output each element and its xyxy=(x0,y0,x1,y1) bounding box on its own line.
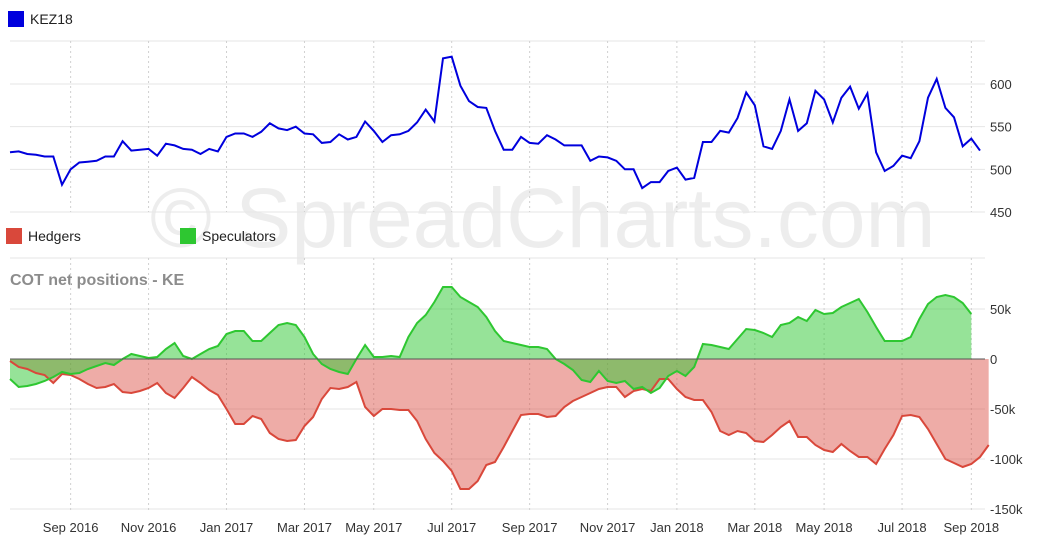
x-tick-label: Jul 2018 xyxy=(877,520,926,535)
x-tick-label: Sep 2017 xyxy=(502,520,558,535)
x-tick-label: Sep 2018 xyxy=(944,520,1000,535)
x-tick-label: Mar 2018 xyxy=(727,520,782,535)
x-tick-label: Jul 2017 xyxy=(427,520,476,535)
hedgers-area xyxy=(10,359,989,489)
price-y-tick-label: 500 xyxy=(990,162,1012,177)
x-tick-label: Sep 2016 xyxy=(43,520,99,535)
x-tick-label: Jan 2018 xyxy=(650,520,704,535)
cot-y-tick-label: 50k xyxy=(990,302,1011,317)
price-y-tick-label: 450 xyxy=(990,205,1012,220)
x-tick-label: Mar 2017 xyxy=(277,520,332,535)
x-tick-label: May 2018 xyxy=(796,520,853,535)
cot-y-tick-label: 0 xyxy=(990,352,997,367)
price-y-tick-label: 550 xyxy=(990,120,1012,135)
cot-y-tick-label: -50k xyxy=(990,402,1016,417)
x-tick-label: Jan 2017 xyxy=(200,520,254,535)
price-line xyxy=(10,57,980,188)
price-y-tick-label: 600 xyxy=(990,77,1012,92)
x-tick-label: May 2017 xyxy=(345,520,402,535)
cot-y-tick-label: -100k xyxy=(990,452,1023,467)
x-tick-label: Nov 2017 xyxy=(580,520,636,535)
cot-y-tick-label: -150k xyxy=(990,502,1023,517)
x-tick-label: Nov 2016 xyxy=(121,520,177,535)
